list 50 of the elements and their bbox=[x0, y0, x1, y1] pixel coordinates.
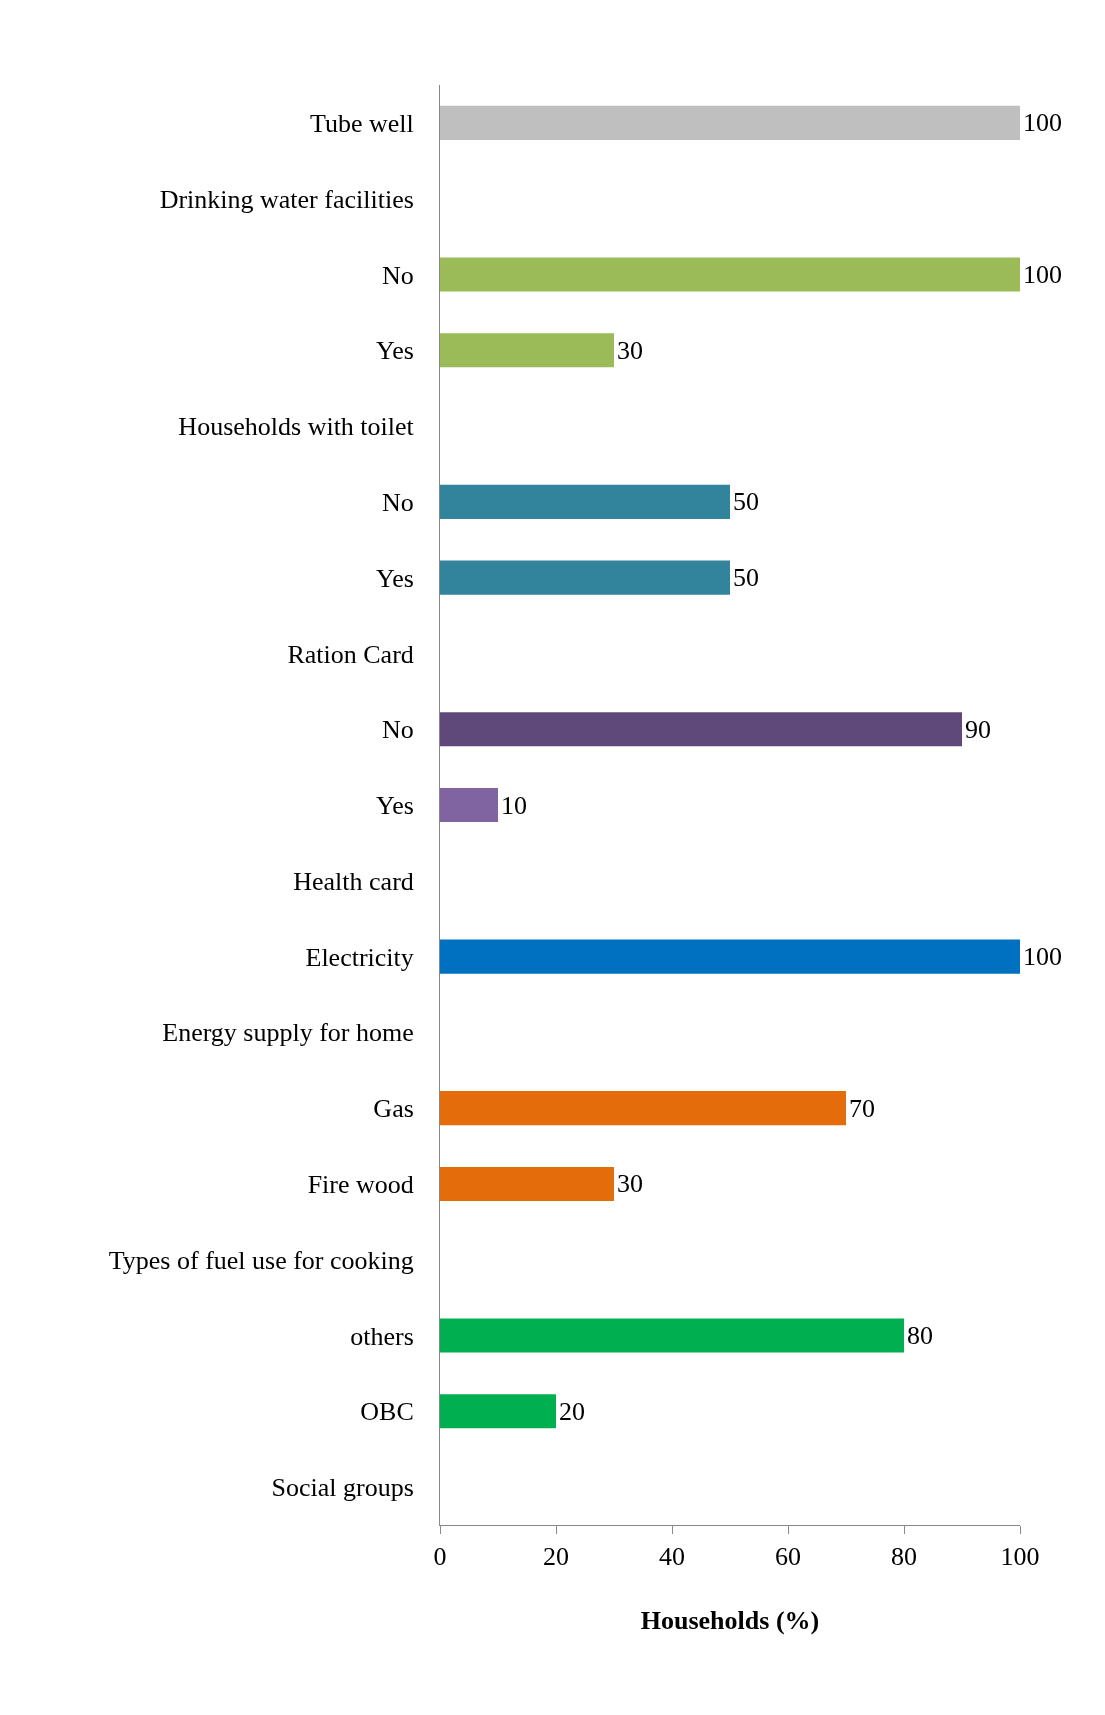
bar bbox=[440, 1091, 846, 1126]
bar bbox=[440, 333, 614, 368]
y-tick-label: No bbox=[382, 715, 414, 745]
y-tick-label: Fire wood bbox=[307, 1170, 414, 1200]
data-label: 50 bbox=[733, 563, 759, 593]
x-tick-label: 80 bbox=[891, 1542, 917, 1572]
x-tick-label: 60 bbox=[775, 1542, 801, 1572]
y-tick-label: No bbox=[382, 260, 414, 290]
bar bbox=[440, 1318, 904, 1353]
y-tick-label: Gas bbox=[373, 1094, 414, 1124]
x-tick-label: 20 bbox=[543, 1542, 569, 1572]
data-label: 100 bbox=[1023, 942, 1062, 972]
data-label: 90 bbox=[965, 714, 991, 744]
data-label: 30 bbox=[617, 335, 643, 365]
data-label: 30 bbox=[617, 1169, 643, 1199]
data-label: 10 bbox=[501, 790, 527, 820]
y-tick-label: Types of fuel use for cooking bbox=[108, 1245, 414, 1275]
data-label: 100 bbox=[1023, 259, 1062, 289]
bar bbox=[440, 560, 730, 595]
bar bbox=[440, 105, 1020, 140]
x-axis-title: Households (%) bbox=[640, 1605, 820, 1635]
data-label: 80 bbox=[907, 1321, 933, 1351]
y-tick-label: Ration Card bbox=[287, 639, 414, 669]
y-tick-label: Yes bbox=[375, 563, 414, 593]
y-tick-label: Energy supply for home bbox=[162, 1018, 414, 1048]
data-label: 70 bbox=[849, 1093, 875, 1123]
data-label: 100 bbox=[1023, 108, 1062, 138]
y-tick-label: Tube well bbox=[310, 108, 414, 138]
bar bbox=[440, 257, 1020, 292]
bar bbox=[440, 712, 962, 747]
y-tick-label: Electricity bbox=[305, 942, 414, 972]
y-tick-label: Drinking water facilities bbox=[159, 184, 414, 214]
bar bbox=[440, 484, 730, 519]
x-tick-label: 100 bbox=[1000, 1542, 1040, 1572]
data-label: 20 bbox=[559, 1396, 585, 1426]
y-tick-label: Yes bbox=[375, 791, 414, 821]
y-tick-label: OBC bbox=[360, 1397, 414, 1427]
y-tick-label: Yes bbox=[375, 336, 414, 366]
y-tick-label: others bbox=[350, 1321, 414, 1351]
bar bbox=[440, 1166, 614, 1201]
bar bbox=[440, 939, 1020, 974]
bar bbox=[440, 787, 498, 823]
x-tick-label: 40 bbox=[659, 1542, 685, 1572]
y-tick-label: Social groups bbox=[271, 1473, 414, 1503]
x-tick-label: 0 bbox=[433, 1542, 447, 1572]
data-label: 50 bbox=[733, 487, 759, 517]
y-tick-label: Households with toilet bbox=[178, 412, 415, 442]
y-tick-label: Health card bbox=[293, 866, 414, 896]
y-tick-label: No bbox=[382, 487, 414, 517]
bar bbox=[440, 1394, 556, 1429]
